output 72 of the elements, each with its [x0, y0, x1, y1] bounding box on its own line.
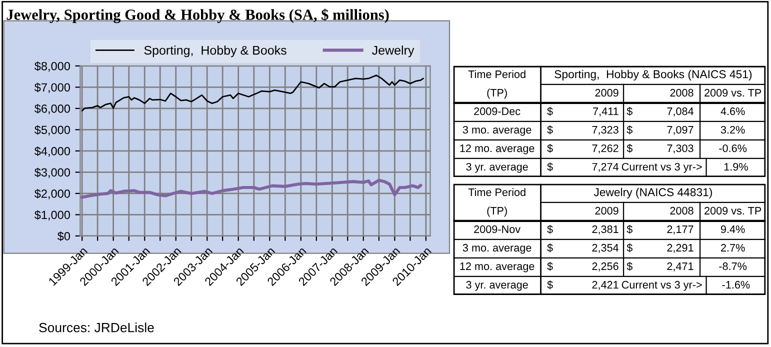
text: (TP)	[487, 88, 507, 99]
text: 2,421	[592, 280, 618, 290]
y-tick-label: $0	[57, 232, 70, 242]
text: Current vs 3 yr->	[622, 280, 702, 291]
text: $	[547, 280, 553, 290]
text: 7,323	[592, 126, 618, 135]
text: 4.6%	[720, 107, 745, 116]
line-series	[80, 178, 422, 199]
text: 7,084	[667, 107, 694, 116]
text: $	[547, 162, 553, 172]
text: 2008	[670, 206, 694, 215]
text: -8.7%	[719, 262, 747, 270]
text: 3 yr. average	[466, 280, 528, 291]
text: $	[547, 106, 553, 116]
y-tick-label: $3,000	[34, 168, 70, 178]
chart-title: Jewelry, Sporting Good & Hobby & Books (SA, $ millions)	[6, 8, 389, 24]
text: $	[547, 144, 553, 153]
text: 2,256	[592, 262, 618, 272]
text: Sporting, Hobby & Books (NAICS 451)	[554, 70, 752, 80]
text: 7,274	[592, 162, 619, 172]
text: $	[626, 144, 632, 153]
text: -0.6%	[719, 144, 747, 152]
y-tick-label: $7,000	[34, 82, 70, 93]
y-tick-label: $8,000	[34, 61, 70, 72]
text: 2009 vs. TP	[704, 206, 762, 215]
text: 2,354	[592, 244, 619, 253]
text: Time Period	[468, 70, 526, 78]
text: 12 mo. average	[460, 262, 534, 272]
text: 7,303	[667, 144, 694, 154]
text: 2,177	[667, 225, 694, 234]
text: 7,097	[667, 126, 694, 135]
legend-label: Jewelry	[372, 46, 414, 58]
text: 2,471	[667, 262, 694, 272]
text: $	[547, 224, 553, 234]
text: 3 mo. average	[462, 126, 532, 136]
text: 2,291	[667, 244, 694, 253]
text: 3 mo. average	[462, 244, 532, 254]
y-tick-label: $6,000	[34, 104, 70, 114]
text: 7,411	[593, 108, 618, 116]
text: $	[626, 243, 632, 252]
text: -1.6%	[722, 280, 750, 289]
text: $	[547, 262, 553, 271]
text: 1.9%	[724, 162, 748, 171]
text: 2009 vs. TP	[704, 88, 762, 97]
text: 2009	[595, 88, 618, 97]
y-tick-label: $1,000	[34, 210, 70, 220]
text: $	[547, 125, 553, 134]
text: 9.4%	[720, 225, 745, 234]
y-tick-label: $4,000	[34, 146, 70, 157]
text: 2.7%	[721, 244, 745, 252]
text: $	[626, 125, 632, 134]
text: Jewelry (NAICS 44831)	[594, 188, 712, 198]
text: (TP)	[487, 206, 507, 217]
source-note: Sources: JRDeLisle	[39, 322, 154, 332]
y-tick-label: $2,000	[34, 188, 70, 200]
text: $	[626, 106, 632, 116]
text: $	[547, 243, 553, 252]
text: $	[626, 262, 632, 271]
text: 2008	[670, 88, 694, 97]
text: 3.2%	[720, 126, 745, 134]
legend-label: Sporting, Hobby & Books	[144, 46, 286, 58]
text: 2009-Nov	[474, 225, 521, 234]
y-tick-label: $5,000	[34, 125, 70, 136]
text: 7,262	[592, 144, 618, 154]
text: 2009	[595, 206, 618, 215]
text: 3 yr. average	[466, 162, 528, 173]
text: 2009-Dec	[474, 107, 520, 116]
text: Time Period	[468, 188, 526, 196]
text: Current vs 3 yr->	[622, 162, 702, 173]
text: 2,381	[592, 225, 618, 234]
text: 12 mo. average	[460, 144, 534, 154]
text: $	[626, 224, 632, 234]
